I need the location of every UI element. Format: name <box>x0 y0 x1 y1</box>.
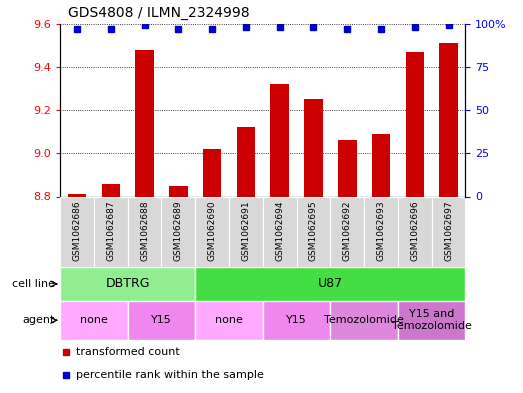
Text: GSM1062693: GSM1062693 <box>377 200 385 261</box>
Bar <box>398 196 431 267</box>
Bar <box>94 196 128 267</box>
Text: transformed count: transformed count <box>76 347 180 357</box>
Text: DBTRG: DBTRG <box>106 277 150 290</box>
Bar <box>297 196 331 267</box>
Bar <box>169 186 188 196</box>
Text: GSM1062696: GSM1062696 <box>411 200 419 261</box>
Bar <box>331 196 364 267</box>
Bar <box>439 43 458 196</box>
Text: percentile rank within the sample: percentile rank within the sample <box>76 370 264 380</box>
Bar <box>304 99 323 196</box>
Text: GSM1062697: GSM1062697 <box>444 200 453 261</box>
Bar <box>162 196 195 267</box>
Text: GSM1062687: GSM1062687 <box>106 200 115 261</box>
Bar <box>128 301 195 340</box>
Text: Y15: Y15 <box>286 315 307 325</box>
Text: GSM1062694: GSM1062694 <box>275 200 284 261</box>
Text: GSM1062689: GSM1062689 <box>174 200 183 261</box>
Bar <box>364 196 398 267</box>
Text: Temozolomide: Temozolomide <box>324 315 404 325</box>
Bar <box>405 51 424 196</box>
Bar <box>101 184 120 196</box>
Bar <box>338 140 357 196</box>
Text: GSM1062691: GSM1062691 <box>242 200 251 261</box>
Text: agent: agent <box>22 315 55 325</box>
Bar <box>60 301 128 340</box>
Bar <box>195 301 263 340</box>
Bar <box>68 195 86 196</box>
Bar <box>195 196 229 267</box>
Text: GSM1062686: GSM1062686 <box>73 200 82 261</box>
Bar <box>128 196 162 267</box>
Text: GSM1062688: GSM1062688 <box>140 200 149 261</box>
Bar <box>195 267 465 301</box>
Bar <box>203 149 221 196</box>
Bar <box>236 127 255 196</box>
Text: none: none <box>80 315 108 325</box>
Text: cell line: cell line <box>12 279 55 289</box>
Bar <box>398 301 465 340</box>
Text: GDS4808 / ILMN_2324998: GDS4808 / ILMN_2324998 <box>68 6 250 20</box>
Text: Y15: Y15 <box>151 315 172 325</box>
Bar <box>135 50 154 196</box>
Bar <box>331 301 398 340</box>
Text: GSM1062695: GSM1062695 <box>309 200 318 261</box>
Text: none: none <box>215 315 243 325</box>
Text: Y15 and
Temozolomide: Y15 and Temozolomide <box>392 310 472 331</box>
Bar <box>431 196 465 267</box>
Bar <box>60 196 94 267</box>
Bar <box>270 84 289 196</box>
Bar <box>263 301 331 340</box>
Text: U87: U87 <box>318 277 343 290</box>
Text: GSM1062690: GSM1062690 <box>208 200 217 261</box>
Bar <box>229 196 263 267</box>
Bar <box>263 196 297 267</box>
Text: GSM1062692: GSM1062692 <box>343 200 352 261</box>
Bar <box>372 134 390 196</box>
Bar <box>60 267 195 301</box>
